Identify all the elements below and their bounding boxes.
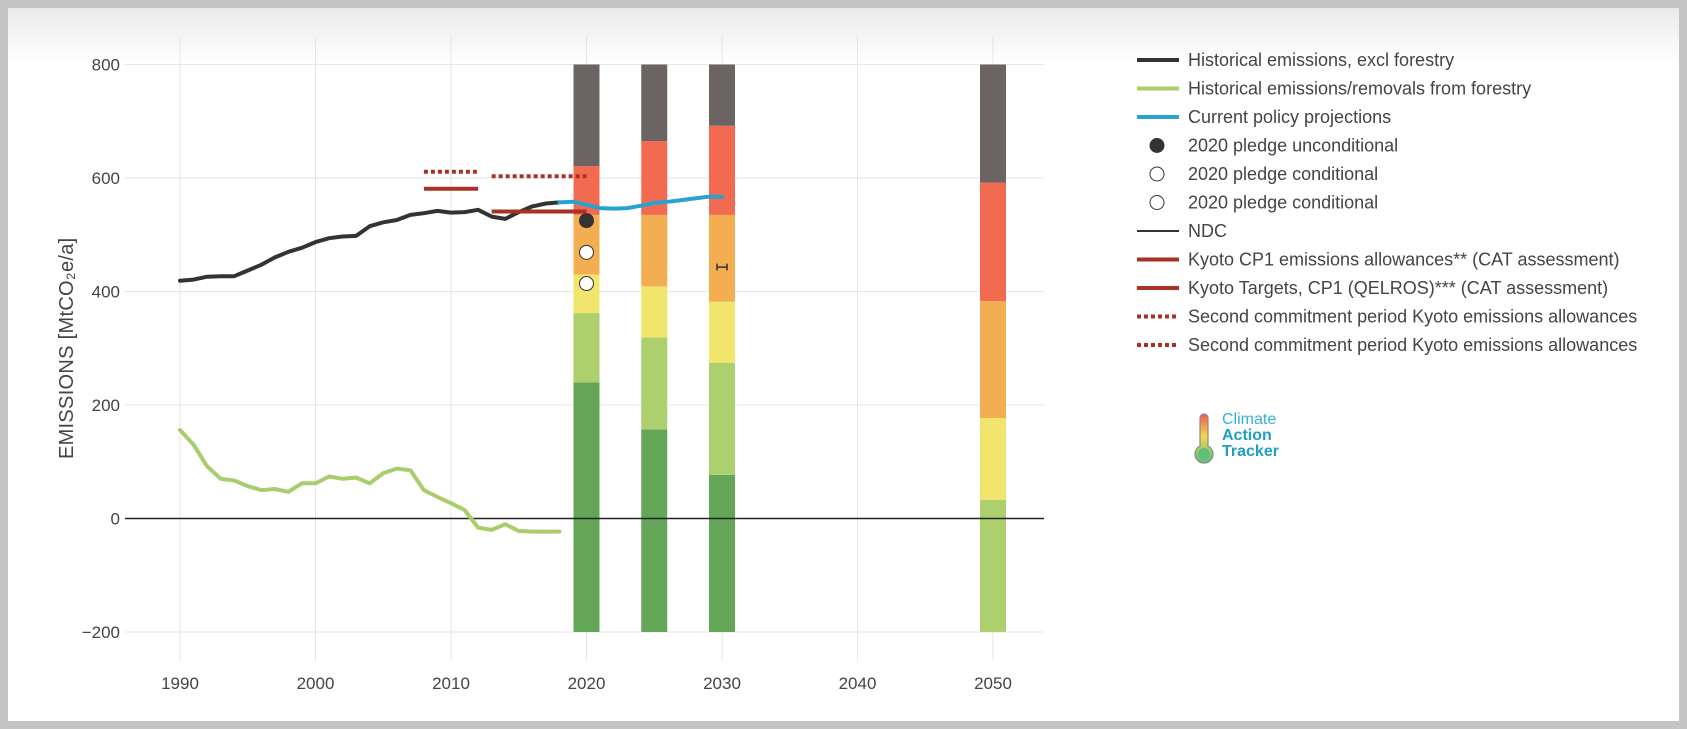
bar-segment [980, 64, 1006, 183]
emissions-chart: 1990 2000 2010 2020 2030 2040 2050 −200 0 200 400… [56, 36, 1637, 693]
bar-segment [573, 64, 600, 167]
pledge-point [579, 244, 594, 260]
bar-segment [980, 499, 1006, 632]
legend-entry: 2020 pledge conditional [1188, 164, 1378, 184]
logo-line-2: Action [1222, 427, 1272, 444]
x-tick-label: 2040 [839, 674, 877, 693]
legend-entry: Second commitment period Kyoto emissions… [1188, 335, 1637, 355]
series-marks [579, 213, 728, 292]
legend-entry: Current policy projections [1188, 107, 1391, 127]
series-line [178, 428, 562, 534]
legend-entry: 2020 pledge unconditional [1188, 136, 1398, 156]
bar-segment [641, 286, 668, 338]
series-lines [178, 169, 724, 534]
bar-segment [641, 337, 668, 430]
legend-entry: 2020 pledge conditional [1188, 193, 1378, 213]
y-axis-label: EMISSIONS [MtCO₂e/a] [56, 237, 78, 459]
x-tick-label: 2020 [568, 674, 606, 693]
bar-segment [641, 64, 668, 142]
bar-segment [709, 301, 735, 364]
bar-segment [980, 182, 1006, 302]
bar-segment [980, 418, 1006, 500]
bar-segment [641, 429, 668, 632]
pledge-point [579, 213, 594, 229]
bar-segment [573, 382, 600, 632]
chart-frame: 1990 2000 2010 2020 2030 2040 2050 −200 0 200 400… [8, 8, 1679, 721]
bar-segment [641, 214, 668, 287]
x-tick-label: 2050 [974, 674, 1012, 693]
pledge-point [579, 276, 594, 292]
x-tick-label: 1990 [161, 674, 199, 693]
bar-segment [709, 474, 735, 632]
legend-symbol [1149, 166, 1165, 182]
y-tick-label: 600 [92, 169, 120, 188]
logo-line-1: Climate [1222, 411, 1276, 428]
legend-symbol [1149, 195, 1165, 210]
series-line [557, 194, 724, 211]
legend-entry: Kyoto CP1 emissions allowances** (CAT as… [1188, 250, 1620, 270]
y-tick-label: −200 [82, 623, 120, 642]
bar-segment [709, 214, 735, 302]
legend-entry: Historical emissions, excl forestry [1188, 50, 1454, 70]
bar-segment [980, 301, 1006, 419]
bar-segment [573, 313, 600, 383]
legend-entry: NDC [1188, 221, 1227, 241]
bars [573, 64, 1006, 632]
x-tick-label: 2030 [703, 674, 741, 693]
y-tick-label: 0 [111, 510, 120, 529]
series-line [178, 200, 562, 283]
bar-segment [709, 363, 735, 475]
x-axis-ticks: 1990 2000 2010 2020 2030 2040 2050 [161, 674, 1012, 693]
x-tick-label: 2000 [297, 674, 335, 693]
x-tick-label: 2010 [432, 674, 470, 693]
logo-line-3: Tracker [1222, 443, 1279, 460]
bar-segment [709, 64, 735, 126]
climate-action-tracker-logo: Climate Action Tracker [1194, 411, 1279, 464]
y-tick-label: 400 [92, 283, 120, 302]
legend-entry: Historical emissions/removals from fores… [1188, 79, 1531, 99]
y-tick-label: 200 [92, 396, 120, 415]
y-axis-ticks: −200 0 200 400 600 800 [82, 56, 120, 643]
legend-entry: Second commitment period Kyoto emissions… [1188, 307, 1637, 327]
y-tick-label: 800 [92, 56, 120, 75]
legend-symbol [1149, 138, 1165, 153]
thermometer-bulb [1198, 448, 1210, 460]
bar-segment [709, 125, 735, 215]
legend: Historical emissions, excl forestry Histo… [1137, 50, 1637, 355]
legend-entry: Kyoto Targets, CP1 (QELROS)*** (CAT asse… [1188, 278, 1608, 298]
